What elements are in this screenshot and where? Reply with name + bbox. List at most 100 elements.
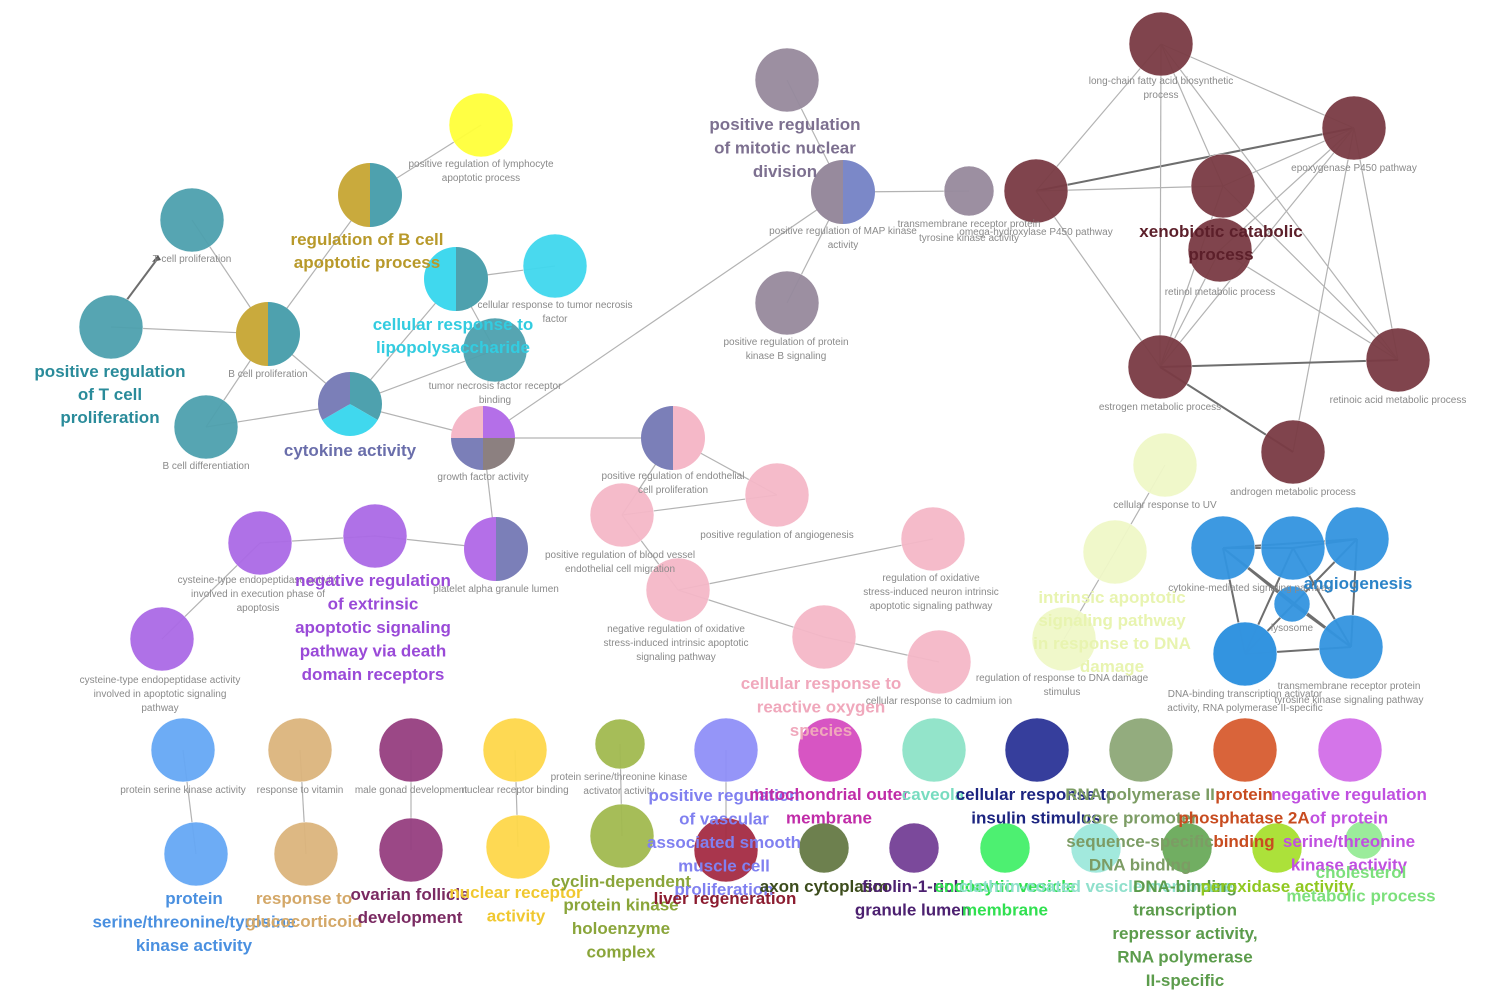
node-label-cell-resp-cadmium: cellular response to cadmium ion bbox=[866, 696, 1012, 707]
node-pos-reg-vsmc[interactable] bbox=[693, 717, 759, 783]
node-endocytic-vesicle[interactable] bbox=[979, 822, 1031, 874]
node-caveola[interactable] bbox=[901, 717, 967, 783]
node-circle bbox=[906, 629, 972, 695]
node-response-vitamin[interactable] bbox=[267, 717, 333, 783]
node-pos-reg-angio[interactable] bbox=[744, 462, 810, 528]
node-reg-resp-dna[interactable] bbox=[1031, 606, 1097, 672]
node-epoxygenase[interactable] bbox=[1321, 95, 1387, 161]
node-circle bbox=[797, 717, 863, 783]
node-tnf-receptor-binding[interactable] bbox=[462, 317, 528, 383]
node-pos-reg-mapk[interactable] bbox=[811, 160, 875, 224]
node-longchain-fa[interactable] bbox=[1128, 11, 1194, 77]
node-cell-resp-lps[interactable] bbox=[424, 247, 488, 311]
node-label-ps-kinase-activator: protein serine/threonine kinase activator… bbox=[551, 772, 688, 797]
cluster-label-insulin: cellular response to insulin stimulus bbox=[956, 785, 1117, 828]
node-circle bbox=[1251, 822, 1303, 874]
node-label-cyst-endopep-exec: cysteine-type endopeptidase activity invo… bbox=[178, 575, 339, 614]
node-slice bbox=[641, 406, 673, 470]
node-nuclear-receptor-act[interactable] bbox=[485, 814, 551, 880]
node-slice bbox=[451, 438, 483, 470]
node-angio-center[interactable] bbox=[1260, 515, 1326, 581]
node-cell-resp-uv[interactable] bbox=[1132, 432, 1198, 498]
node-intrinsic-apopt-dna[interactable] bbox=[1082, 519, 1148, 585]
node-mito-outer[interactable] bbox=[797, 717, 863, 783]
node-reg-oxid-neuron[interactable] bbox=[900, 506, 966, 572]
node-label-reg-resp-dna: regulation of response to DNA damage stim… bbox=[976, 673, 1149, 698]
node-pos-reg-bv-migration[interactable] bbox=[589, 482, 655, 548]
node-cholesterol[interactable] bbox=[1344, 820, 1384, 860]
node-retinoic-acid[interactable] bbox=[1365, 327, 1431, 393]
node-circle bbox=[1365, 327, 1431, 393]
node-liver-regen[interactable] bbox=[693, 817, 759, 883]
node-male-gonad[interactable] bbox=[378, 717, 444, 783]
node-bcell-diff[interactable] bbox=[173, 394, 239, 460]
node-pos-reg-endoth[interactable] bbox=[641, 406, 705, 470]
node-lysosome[interactable] bbox=[1273, 585, 1311, 623]
cluster-label-nuclear-receptor: nuclear receptor activity bbox=[449, 883, 583, 926]
node-transmembrane-rtk[interactable] bbox=[943, 165, 995, 217]
edge-longchain_fa-retinoic_acid bbox=[1160, 43, 1399, 361]
node-cell-resp-insulin[interactable] bbox=[1004, 717, 1070, 783]
node-peroxidase[interactable] bbox=[1251, 822, 1303, 874]
node-pos-reg-pkb[interactable] bbox=[754, 270, 820, 336]
node-axon-cytoplasm[interactable] bbox=[798, 822, 850, 874]
node-slice bbox=[350, 372, 382, 420]
node-bcell-prolif[interactable] bbox=[236, 302, 300, 366]
node-cyclin-dep[interactable] bbox=[589, 803, 655, 869]
node-nuclear-receptor-binding[interactable] bbox=[482, 717, 548, 783]
node-pos-reg-tcell[interactable] bbox=[78, 294, 144, 360]
node-label-lysosome: lysosome bbox=[1271, 623, 1314, 634]
node-retinol[interactable] bbox=[1187, 217, 1253, 283]
node-dna-binding-repressor[interactable] bbox=[1161, 822, 1213, 874]
node-ps-kinase-activator[interactable] bbox=[594, 718, 646, 770]
node-cell-resp-lps-shadow[interactable] bbox=[1070, 822, 1122, 874]
edge-longchain_fa-epoxygenase bbox=[1160, 43, 1355, 129]
node-label-protein-serine-kinase: protein serine kinase activity bbox=[120, 785, 246, 796]
node-circle bbox=[1317, 717, 1383, 783]
node-rna-pol2-promoter[interactable] bbox=[1108, 717, 1174, 783]
node-growth-factor[interactable] bbox=[451, 406, 515, 470]
node-response-gluco[interactable] bbox=[273, 821, 339, 887]
node-transmembrane-rtk-sig[interactable] bbox=[1318, 614, 1384, 680]
node-angio-right[interactable] bbox=[1324, 506, 1390, 572]
edge-arrow-tcell bbox=[125, 257, 159, 302]
node-circle bbox=[1260, 515, 1326, 581]
node-circle bbox=[901, 717, 967, 783]
node-label-bcell-prolif: B cell proliferation bbox=[228, 369, 307, 380]
node-circle bbox=[173, 394, 239, 460]
node-cyst-endopep-exec[interactable] bbox=[227, 510, 293, 576]
cluster-labels: positive regulation of T cell proliferatio… bbox=[34, 115, 1435, 990]
cluster-label-pos-reg-vsmc: positive regulation of vascular associated… bbox=[647, 786, 801, 899]
node-label-dna-binding-tf: DNA-binding transcription activator activ… bbox=[1167, 689, 1323, 714]
node-omega-hydroxylase[interactable] bbox=[1003, 158, 1069, 224]
node-cell-resp-tnf[interactable] bbox=[522, 233, 588, 299]
node-protein-phosphatase[interactable] bbox=[1212, 717, 1278, 783]
node-dna-binding-tf[interactable] bbox=[1212, 621, 1278, 687]
node-estrogen[interactable] bbox=[1127, 334, 1193, 400]
cluster-label-pos-reg-mitotic: positive regulation of mitotic nuclear div… bbox=[709, 115, 860, 181]
node-neg-reg-pst-kinase[interactable] bbox=[1317, 717, 1383, 783]
node-circle bbox=[522, 233, 588, 299]
node-pos-reg-mitotic[interactable] bbox=[754, 47, 820, 113]
node-circle bbox=[798, 822, 850, 874]
node-slice bbox=[370, 163, 402, 227]
node-circle bbox=[1132, 432, 1198, 498]
node-pos-reg-lymph-apopt[interactable] bbox=[448, 92, 514, 158]
node-androgen[interactable] bbox=[1260, 419, 1326, 485]
node-cell-resp-cadmium[interactable] bbox=[906, 629, 972, 695]
node-cytokine-mediated[interactable] bbox=[1190, 515, 1256, 581]
node-tcell-prolif[interactable] bbox=[159, 187, 225, 253]
node-reg-bcell-apopt[interactable] bbox=[338, 163, 402, 227]
node-ficolin[interactable] bbox=[888, 822, 940, 874]
node-neg-reg-extrinsic[interactable] bbox=[342, 503, 408, 569]
node-cyst-endopep-apopt[interactable] bbox=[129, 606, 195, 672]
node-protein-serine-kinase[interactable] bbox=[150, 717, 216, 783]
node-neg-reg-oxid[interactable] bbox=[645, 557, 711, 623]
node-ovarian-follicle[interactable] bbox=[378, 817, 444, 883]
node-cytokine-activity[interactable] bbox=[318, 372, 382, 436]
node-platelet-alpha[interactable] bbox=[464, 517, 528, 581]
node-cell-resp-ros[interactable] bbox=[791, 604, 857, 670]
node-protein-st-kinase[interactable] bbox=[163, 821, 229, 887]
node-xenobiotic[interactable] bbox=[1190, 153, 1256, 219]
